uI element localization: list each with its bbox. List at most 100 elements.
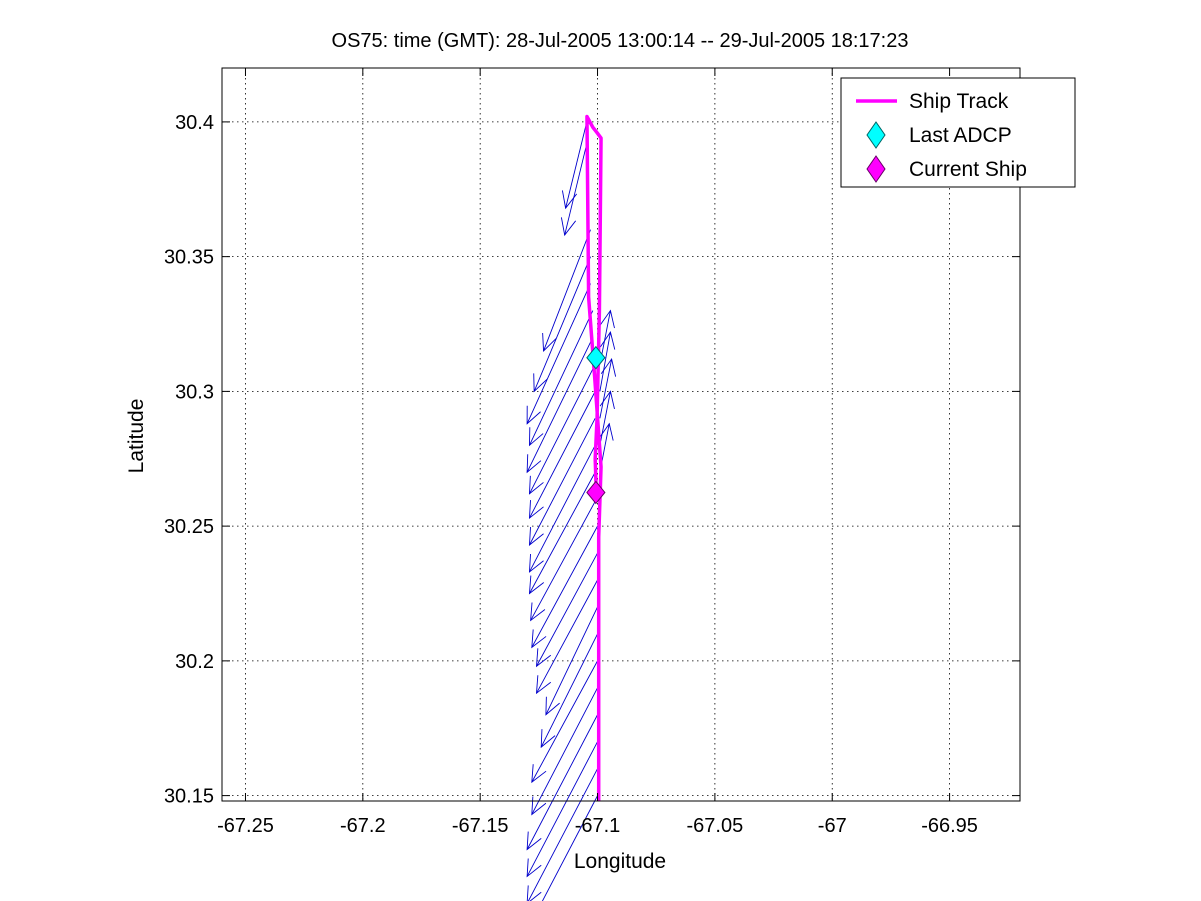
vector-shaft [531, 525, 598, 648]
current-vector [535, 552, 598, 668]
legend-label-last-adcp: Last ADCP [909, 124, 1012, 147]
vector-head [526, 831, 542, 851]
vector-head [528, 475, 544, 495]
y-tick-label: 30.15 [164, 786, 214, 808]
vector-shaft [599, 391, 611, 446]
vector-head [528, 500, 544, 520]
x-tick-label: -67.1 [575, 815, 621, 837]
legend-swatch-current-ship [866, 155, 886, 183]
current-vector [599, 357, 617, 419]
x-tick-label: -66.95 [921, 815, 978, 837]
x-tick-label: -67.2 [340, 815, 386, 837]
axis-ticks: -67.25 -67.2 -67.15 -67.1 -67.05 -67 -66.95 30.… [164, 68, 1020, 837]
vector-shaft [526, 283, 591, 424]
vector-shaft [531, 687, 598, 815]
vector-head [560, 217, 577, 237]
current-vector [526, 337, 594, 474]
markers-layer [586, 345, 606, 505]
current-vector [545, 606, 598, 716]
vector-shaft [536, 552, 598, 667]
legend: Ship Track Last ADCP Current Ship [840, 77, 1076, 188]
vector-shaft [599, 332, 611, 392]
y-tick-label: 30.4 [175, 112, 214, 134]
vector-shaft [540, 633, 598, 748]
current-vector [541, 795, 598, 901]
vector-shaft [545, 606, 598, 715]
vector-head [545, 696, 560, 716]
current-vector [528, 418, 596, 546]
current-vector [540, 633, 598, 749]
vector-head [531, 764, 547, 784]
ship-track-layer [585, 114, 603, 801]
y-tick-label: 30.3 [175, 381, 214, 403]
vector-head [600, 357, 617, 377]
current-vector [528, 445, 596, 573]
vector-head [531, 796, 547, 816]
x-axis-label: Longitude [574, 850, 666, 873]
vector-shaft [599, 358, 613, 419]
vector-shaft [529, 445, 596, 573]
current-vector [530, 498, 597, 622]
ship-track-line [585, 114, 603, 801]
current-vector [561, 116, 589, 210]
vector-shaft [536, 579, 598, 694]
vector-head [528, 427, 544, 447]
y-tick-label: 30.25 [164, 516, 214, 538]
vector-head [530, 602, 546, 622]
legend-label-current-ship: Current Ship [909, 158, 1027, 181]
vector-head [526, 454, 542, 474]
vector-head [528, 553, 544, 573]
current-vector [533, 256, 591, 393]
vector-head [528, 575, 545, 595]
vector-shaft [531, 660, 598, 783]
vector-shaft [529, 364, 596, 494]
vector-head [526, 885, 542, 901]
last-adcp-marker [586, 345, 606, 370]
vector-shaft [529, 418, 596, 546]
vector-head [542, 332, 557, 352]
vector-head [535, 675, 552, 695]
x-tick-label: -67.05 [687, 815, 744, 837]
current-vector [526, 283, 591, 425]
chart-title: OS75: time (GMT): 28-Jul-2005 13:00:14 -… [332, 30, 909, 52]
vector-shaft [533, 256, 591, 392]
current-vector [528, 310, 594, 447]
y-axis-label: Latitude [125, 399, 148, 474]
current-vector [526, 768, 598, 901]
current-vector [531, 660, 598, 784]
vector-shaft [530, 498, 597, 621]
vector-head [535, 648, 552, 668]
vector-head [533, 373, 548, 393]
vector-shaft [543, 229, 591, 352]
y-tick-label: 30.2 [175, 651, 214, 673]
current-vector [560, 137, 589, 237]
vector-shaft [565, 116, 589, 209]
current-vector [528, 472, 596, 595]
vector-shaft [541, 795, 598, 901]
current-vector [599, 331, 616, 392]
vector-shaft [527, 768, 598, 901]
current-vector [528, 364, 596, 495]
vector-head [599, 331, 616, 350]
vector-head [526, 858, 542, 878]
vector-head [540, 729, 556, 749]
vector-head [528, 526, 544, 546]
vector-shaft [529, 391, 596, 519]
current-vector [526, 714, 598, 851]
current-vector [528, 391, 596, 520]
vector-head [561, 190, 578, 210]
vector-head [531, 629, 547, 649]
vector-shaft [529, 310, 594, 446]
current-vector [531, 687, 598, 816]
vector-shaft [564, 137, 589, 236]
current-ship-marker [586, 480, 606, 505]
x-tick-label: -67 [818, 815, 847, 837]
vector-head [599, 309, 615, 329]
current-vectors [526, 116, 617, 901]
current-vector [542, 229, 591, 352]
legend-swatch-last-adcp [866, 121, 886, 149]
x-tick-label: -67.15 [452, 815, 509, 837]
current-vector [531, 525, 598, 649]
current-vector [535, 579, 598, 695]
